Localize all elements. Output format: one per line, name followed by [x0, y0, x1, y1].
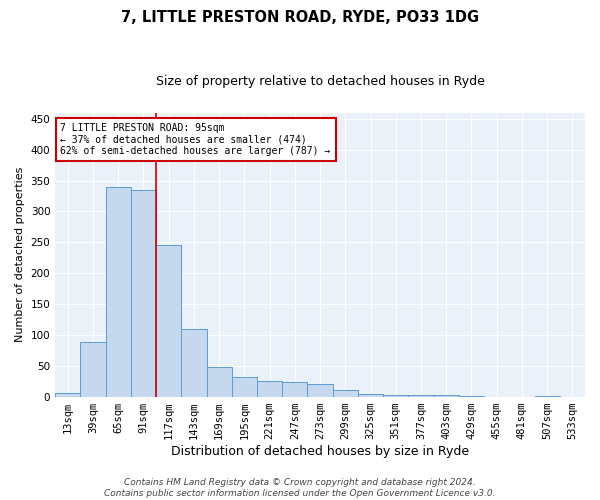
- Bar: [282, 382, 307, 396]
- Text: 7, LITTLE PRESTON ROAD, RYDE, PO33 1DG: 7, LITTLE PRESTON ROAD, RYDE, PO33 1DG: [121, 10, 479, 25]
- Bar: [232, 377, 257, 396]
- Bar: [332, 390, 358, 396]
- Bar: [358, 394, 383, 396]
- Title: Size of property relative to detached houses in Ryde: Size of property relative to detached ho…: [155, 75, 485, 88]
- Bar: [383, 394, 409, 396]
- Text: 7 LITTLE PRESTON ROAD: 95sqm
← 37% of detached houses are smaller (474)
62% of s: 7 LITTLE PRESTON ROAD: 95sqm ← 37% of de…: [61, 122, 331, 156]
- Bar: [156, 246, 181, 396]
- Bar: [257, 380, 282, 396]
- Y-axis label: Number of detached properties: Number of detached properties: [15, 167, 25, 342]
- Bar: [409, 394, 434, 396]
- Bar: [307, 384, 332, 396]
- Bar: [106, 187, 131, 396]
- Bar: [206, 367, 232, 396]
- X-axis label: Distribution of detached houses by size in Ryde: Distribution of detached houses by size …: [171, 444, 469, 458]
- Bar: [80, 342, 106, 396]
- Bar: [55, 394, 80, 396]
- Bar: [181, 328, 206, 396]
- Text: Contains HM Land Registry data © Crown copyright and database right 2024.
Contai: Contains HM Land Registry data © Crown c…: [104, 478, 496, 498]
- Bar: [131, 190, 156, 396]
